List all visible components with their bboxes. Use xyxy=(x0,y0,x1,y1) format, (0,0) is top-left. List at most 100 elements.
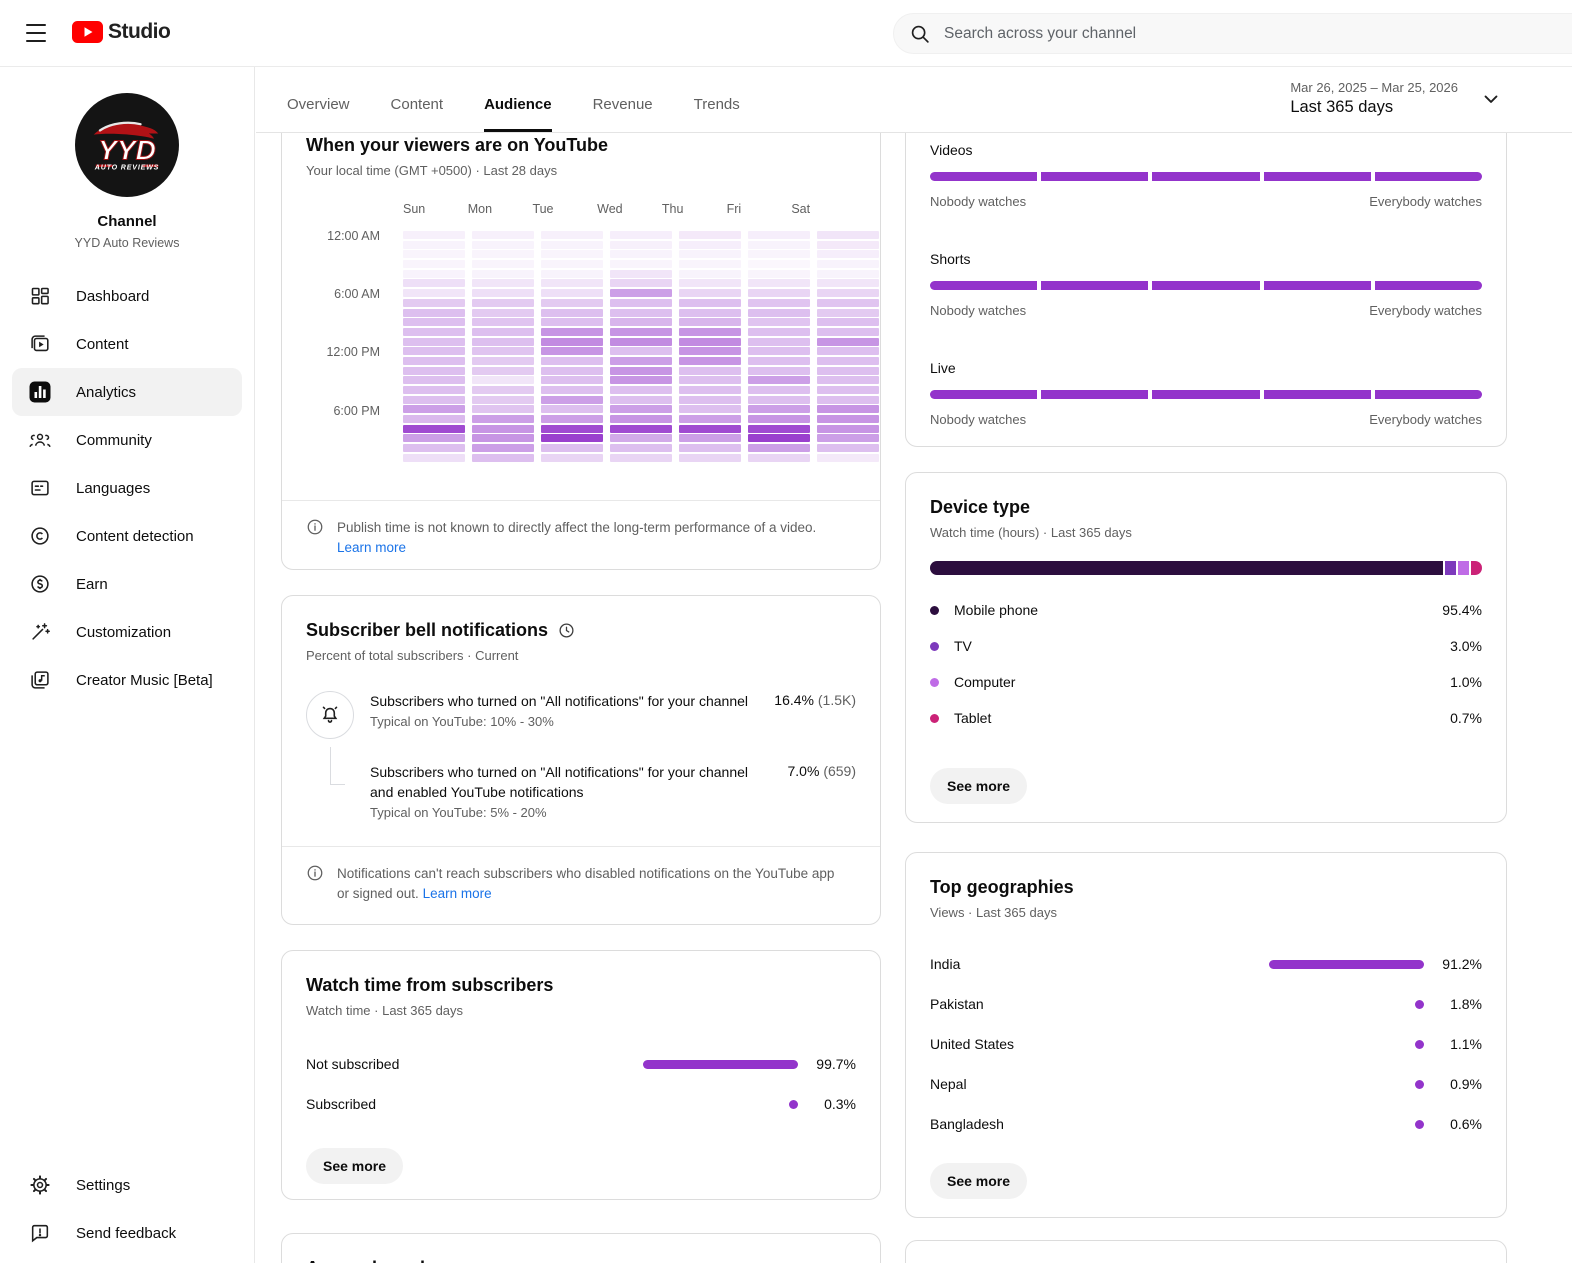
heatmap-cell xyxy=(541,356,603,365)
format-row: Live Nobody watches Everybody watches xyxy=(930,360,1483,427)
heatmap-cell xyxy=(679,240,741,249)
heatmap-cell xyxy=(541,415,603,424)
heatmap-cell xyxy=(541,337,603,346)
heatmap-cell xyxy=(472,231,534,239)
scale-left-label: Nobody watches xyxy=(930,303,1027,318)
heatmap-cell xyxy=(679,434,741,443)
legend-label: TV xyxy=(954,638,972,654)
heatmap-cell xyxy=(403,279,465,288)
card-title: Age and gender xyxy=(306,1258,856,1263)
format-label: Shorts xyxy=(930,251,971,267)
heatmap-cell xyxy=(817,250,879,259)
heatmap-cell xyxy=(472,308,534,317)
heatmap-cell xyxy=(541,395,603,404)
tab-audience[interactable]: Audience xyxy=(484,96,552,132)
heatmap-cell xyxy=(541,240,603,249)
heatmap-cell xyxy=(472,444,534,453)
search-input[interactable] xyxy=(944,24,1544,43)
sidebar-footer: Settings Send feedback xyxy=(0,1161,254,1257)
heatmap-cell xyxy=(679,308,741,317)
legend-value: 0.7% xyxy=(1450,710,1482,726)
legend-value: 3.0% xyxy=(1450,638,1482,654)
tab-trends[interactable]: Trends xyxy=(693,96,740,113)
stat-dot xyxy=(1415,1039,1424,1049)
sidebar-item-creator-music[interactable]: Creator Music [Beta] xyxy=(0,656,254,704)
stat-value: 0.6% xyxy=(1450,1116,1482,1132)
heatmap-cell xyxy=(679,453,741,462)
heatmap-cell xyxy=(403,231,465,239)
sidebar-item-content[interactable]: Content xyxy=(0,320,254,368)
youtube-studio-logo[interactable]: Studio xyxy=(72,20,171,44)
stat-dot xyxy=(1415,1119,1424,1129)
stat-count: (1.5K) xyxy=(817,692,856,708)
sidebar-item-dashboard[interactable]: Dashboard xyxy=(0,272,254,320)
heatmap-cell xyxy=(748,415,810,424)
heatmap-cell xyxy=(541,250,603,259)
heatmap-cell xyxy=(610,269,672,278)
heatmap-cell xyxy=(817,269,879,278)
stat-row: Pakistan 1.8% xyxy=(930,984,1482,1024)
sidebar-item-send-feedback[interactable]: Send feedback xyxy=(0,1209,254,1257)
stat-bar-area xyxy=(626,1099,798,1109)
see-more-button[interactable]: See more xyxy=(306,1148,404,1184)
heatmap-cell xyxy=(610,318,672,327)
heatmap-cell xyxy=(541,327,603,336)
heatmap-cell xyxy=(610,231,672,239)
heatmap-cell xyxy=(817,405,879,414)
tab-content[interactable]: Content xyxy=(390,96,444,113)
search-bar[interactable] xyxy=(893,13,1572,54)
slider-segment xyxy=(930,172,1038,181)
card-title: Subscriber bell notifications xyxy=(306,620,549,640)
music-note-icon xyxy=(28,668,52,692)
sidebar-item-earn[interactable]: Earn xyxy=(0,560,254,608)
see-more-button[interactable]: See more xyxy=(930,768,1028,804)
see-more-button[interactable]: See more xyxy=(930,1163,1028,1199)
legend-row: Computer 1.0% xyxy=(930,664,1482,700)
heatmap-cell xyxy=(817,337,879,346)
slider-segment xyxy=(1152,281,1260,290)
heatmap-cell xyxy=(472,318,534,327)
heatmap-cell xyxy=(817,415,879,424)
heatmap-day-label: Fri xyxy=(726,202,742,216)
heatmap-cell xyxy=(817,453,879,462)
heatmap-cell xyxy=(472,405,534,414)
sidebar-item-settings[interactable]: Settings xyxy=(0,1161,254,1209)
heatmap-cell xyxy=(748,269,810,278)
heatmap-cell xyxy=(403,250,465,259)
sidebar-item-customization[interactable]: Customization xyxy=(0,608,254,656)
sidebar-item-content-detection[interactable]: Content detection xyxy=(0,512,254,560)
sidebar-item-languages[interactable]: Languages xyxy=(0,464,254,512)
legend-value: 95.4% xyxy=(1442,602,1482,618)
stat-dot xyxy=(1415,1079,1424,1089)
sidebar-item-label: Creator Music [Beta] xyxy=(76,671,213,689)
heatmap-cell xyxy=(472,395,534,404)
logo-text: Studio xyxy=(108,20,171,43)
stat-text: Subscribers who turned on "All notificat… xyxy=(370,693,749,709)
heatmap-cell xyxy=(610,424,672,433)
heatmap-cell xyxy=(610,453,672,462)
format-scale-labels: Nobody watches Everybody watches xyxy=(930,194,1482,209)
legend-value: 1.0% xyxy=(1450,674,1482,690)
languages-icon xyxy=(28,476,52,500)
hamburger-menu-icon[interactable] xyxy=(26,24,46,42)
heatmap-cell xyxy=(541,376,603,385)
learn-more-link[interactable]: Learn more xyxy=(422,886,492,901)
card-title: When your viewers are on YouTube xyxy=(306,135,609,155)
heatmap-cell xyxy=(679,376,741,385)
legend-row: TV 3.0% xyxy=(930,628,1482,664)
sidebar-item-analytics[interactable]: Analytics xyxy=(12,368,242,416)
sidebar-item-label: Send feedback xyxy=(76,1224,177,1242)
learn-more-link[interactable]: Learn more xyxy=(337,539,407,555)
channel-avatar[interactable]: YYD AUTO REVIEWS xyxy=(75,93,179,197)
format-label: Live xyxy=(930,360,956,376)
tab-revenue[interactable]: Revenue xyxy=(592,96,653,113)
date-range-picker[interactable]: Mar 26, 2025 – Mar 25, 2026 Last 365 day… xyxy=(1290,80,1502,117)
sidebar-item-community[interactable]: Community xyxy=(0,416,254,464)
heatmap-cell xyxy=(748,327,810,336)
heatmap-cell xyxy=(817,424,879,433)
slider-segment xyxy=(1152,390,1260,399)
tab-overview[interactable]: Overview xyxy=(287,96,350,113)
card-subtitle: Watch time · Last 365 days xyxy=(306,1003,464,1018)
stat-bar-area xyxy=(1252,959,1424,969)
stat-label: Nepal xyxy=(930,1076,967,1092)
